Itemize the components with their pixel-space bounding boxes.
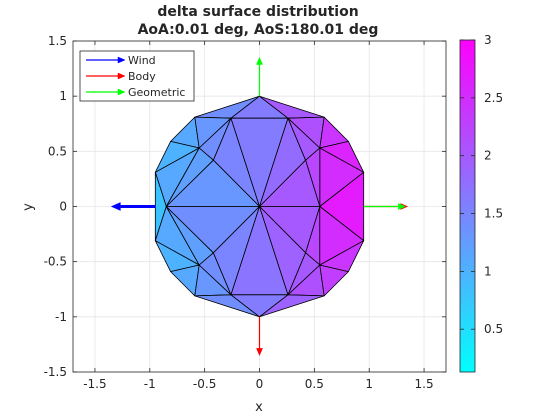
y-tick-label: -1.5 [44,365,67,379]
y-tick-label: 1.5 [48,34,67,48]
legend-label-body: Body [128,70,156,83]
x-axis-label: x [255,400,263,415]
y-axis-ticks: -1.5 -1 -0.5 0 0.5 1 1.5 [44,34,446,379]
y-tick-label: 1 [59,89,67,103]
colorbar-tick-label: 0.5 [484,322,503,336]
x-tick-label: -0.5 [193,377,216,391]
x-tick-label: 1 [365,377,373,391]
x-tick-label: -1.5 [83,377,106,391]
x-tick-label: 1.5 [415,377,434,391]
x-tick-label: 0.5 [305,377,324,391]
vector-geometric [363,203,407,210]
y-tick-label: 0 [59,200,67,214]
colorbar-tick-label: 1 [484,264,492,278]
vector-wind [110,202,156,211]
vector-geometric [256,56,263,97]
colorbar: 0.5 1 1.5 2 2.5 3 [459,33,503,373]
vector-body [256,316,263,357]
surface-face [259,294,325,318]
direction-vectors [110,56,409,357]
colorbar-tick-label: 3 [484,33,492,47]
legend-body-icon [86,72,126,80]
colorbar-tick-label: 2 [484,149,492,163]
colorbar-gradient [459,39,476,373]
legend-label-wind: Wind [128,54,156,67]
x-tick-label: -1 [144,377,156,391]
chart-title-line1: delta surface distribution [157,4,358,20]
chart-title-line2: AoA:0.01 deg, AoS:180.01 deg [138,22,379,38]
y-tick-label: -0.5 [44,255,67,269]
legend-label-geometric: Geometric [128,86,185,99]
y-axis-label: y [21,203,36,211]
surface-face [319,240,365,273]
legend-geometric-icon [86,88,126,96]
legend[interactable]: Wind Body Geometric [79,50,195,102]
x-axis-ticks: -1.5 -1 -0.5 0 0.5 1 1.5 [83,41,434,391]
colorbar-tick-label: 2.5 [484,91,503,105]
y-tick-label: 0.5 [48,144,67,158]
y-tick-label: -1 [55,310,67,324]
x-tick-label: 0 [256,377,264,391]
surface-patch [154,95,365,318]
legend-wind-icon [86,56,126,64]
colorbar-tick-label: 1.5 [484,207,503,221]
